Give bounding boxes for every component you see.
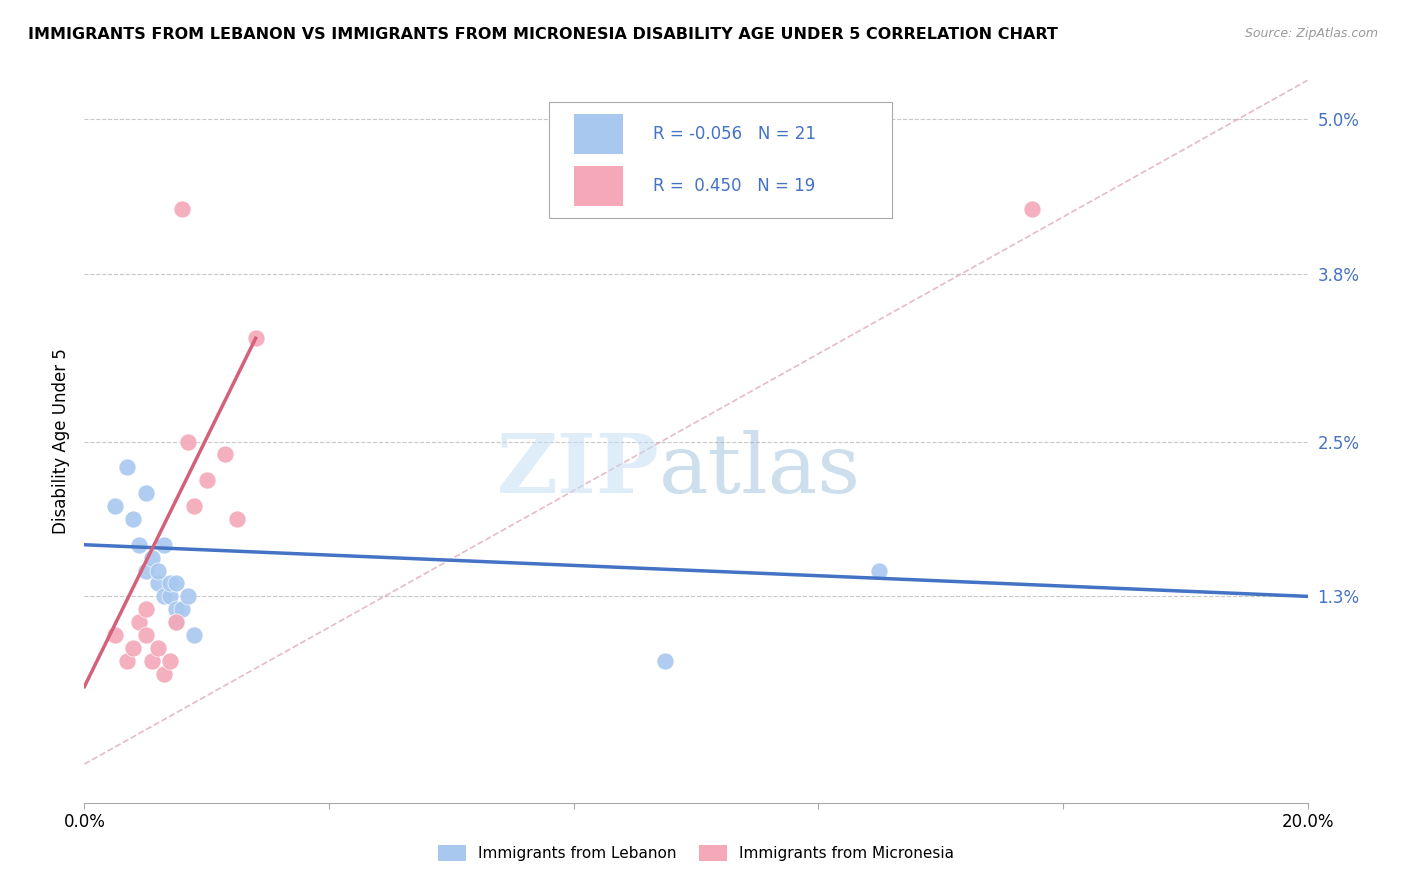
FancyBboxPatch shape (574, 114, 623, 153)
Point (165, 615, 187, 630)
Point (159, 576, 181, 591)
Point (177, 434, 200, 449)
Point (1021, 202, 1043, 217)
Point (165, 615, 187, 630)
Point (128, 538, 150, 552)
Point (135, 602, 157, 616)
Point (172, 202, 194, 217)
Point (135, 486, 157, 500)
Point (153, 590, 176, 604)
Point (128, 615, 150, 630)
Point (654, 654, 676, 668)
Point (141, 654, 163, 668)
Point (104, 628, 127, 642)
Y-axis label: Disability Age Under 5: Disability Age Under 5 (52, 349, 70, 534)
Point (177, 590, 200, 604)
FancyBboxPatch shape (574, 166, 623, 206)
Text: atlas: atlas (659, 431, 862, 510)
Point (146, 564, 169, 578)
Point (141, 550, 163, 565)
Point (115, 654, 138, 668)
Point (195, 473, 218, 487)
Point (226, 512, 249, 526)
Text: ZIP: ZIP (496, 431, 659, 510)
Point (153, 538, 176, 552)
Legend: Immigrants from Lebanon, Immigrants from Micronesia: Immigrants from Lebanon, Immigrants from… (432, 839, 960, 867)
Point (214, 447, 236, 461)
Point (115, 460, 138, 475)
Point (165, 576, 187, 591)
Point (159, 590, 181, 604)
Point (146, 576, 169, 591)
Text: IMMIGRANTS FROM LEBANON VS IMMIGRANTS FROM MICRONESIA DISABILITY AGE UNDER 5 COR: IMMIGRANTS FROM LEBANON VS IMMIGRANTS FR… (28, 27, 1057, 42)
Point (122, 512, 145, 526)
Point (165, 602, 187, 616)
Point (159, 654, 181, 668)
Point (153, 666, 176, 681)
Point (104, 499, 127, 513)
Point (172, 602, 194, 616)
Point (135, 628, 157, 642)
Point (122, 640, 145, 655)
Point (245, 331, 267, 345)
Point (146, 640, 169, 655)
Text: Source: ZipAtlas.com: Source: ZipAtlas.com (1244, 27, 1378, 40)
Text: R =  0.450   N = 19: R = 0.450 N = 19 (654, 177, 815, 194)
Point (869, 564, 891, 578)
Point (135, 564, 157, 578)
Text: R = -0.056   N = 21: R = -0.056 N = 21 (654, 125, 815, 143)
Point (183, 499, 205, 513)
FancyBboxPatch shape (550, 102, 891, 218)
Point (183, 628, 205, 642)
